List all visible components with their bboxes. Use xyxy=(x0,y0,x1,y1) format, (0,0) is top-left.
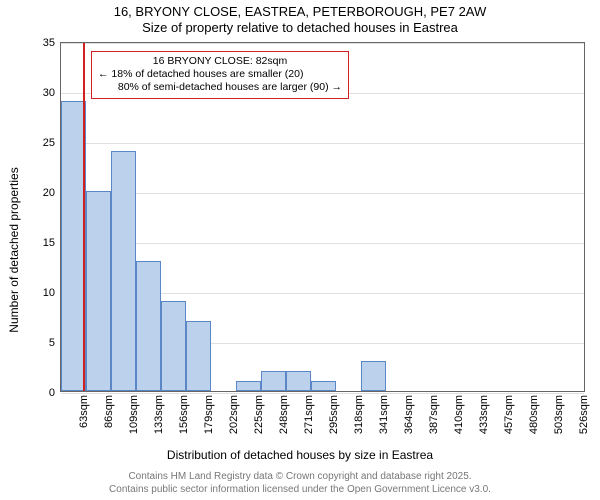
x-axis-label: Distribution of detached houses by size … xyxy=(0,448,600,462)
histogram-bar xyxy=(286,371,311,391)
y-tick-label: 25 xyxy=(43,137,55,149)
x-tick-label: 271sqm xyxy=(303,395,315,434)
x-tick-label: 202sqm xyxy=(228,395,240,434)
x-tick-label: 341sqm xyxy=(378,395,390,434)
y-tick-label: 20 xyxy=(43,187,55,199)
gridline xyxy=(61,243,584,244)
footer-line-1: Contains HM Land Registry data © Crown c… xyxy=(0,471,600,484)
histogram-bar xyxy=(236,381,261,391)
chart-title-main: 16, BRYONY CLOSE, EASTREA, PETERBOROUGH,… xyxy=(0,4,600,19)
y-tick-label: 5 xyxy=(49,337,55,349)
histogram-bar xyxy=(161,301,186,391)
y-tick-label: 15 xyxy=(43,237,55,249)
histogram-bar xyxy=(136,261,161,391)
histogram-bar xyxy=(111,151,136,391)
x-tick-label: 133sqm xyxy=(153,395,165,434)
x-tick-label: 480sqm xyxy=(528,395,540,434)
annotation-line-2: ← 18% of detached houses are smaller (20… xyxy=(98,68,342,81)
chart-container: 16, BRYONY CLOSE, EASTREA, PETERBOROUGH,… xyxy=(0,0,600,500)
histogram-bar xyxy=(186,321,211,391)
annotation-line-3: 80% of semi-detached houses are larger (… xyxy=(98,81,342,94)
y-tick-label: 35 xyxy=(43,37,55,49)
x-tick-label: 433sqm xyxy=(478,395,490,434)
x-tick-label: 318sqm xyxy=(353,395,365,434)
x-tick-label: 410sqm xyxy=(453,395,465,434)
histogram-bar xyxy=(86,191,111,391)
y-axis-label: Number of detached properties xyxy=(7,167,21,332)
x-tick-label: 295sqm xyxy=(328,395,340,434)
x-tick-label: 179sqm xyxy=(203,395,215,434)
y-tick-label: 10 xyxy=(43,287,55,299)
marker-line xyxy=(83,43,85,391)
x-tick-label: 364sqm xyxy=(403,395,415,434)
y-tick-label: 30 xyxy=(43,87,55,99)
x-tick-label: 387sqm xyxy=(428,395,440,434)
chart-title-sub: Size of property relative to detached ho… xyxy=(0,20,600,35)
histogram-bar xyxy=(311,381,336,391)
x-tick-label: 248sqm xyxy=(278,395,290,434)
x-tick-label: 86sqm xyxy=(103,395,115,428)
x-tick-label: 225sqm xyxy=(253,395,265,434)
x-tick-label: 63sqm xyxy=(78,395,90,428)
x-tick-label: 109sqm xyxy=(128,395,140,434)
gridline xyxy=(61,43,584,44)
annotation-line-1: 16 BRYONY CLOSE: 82sqm xyxy=(98,55,342,68)
gridline xyxy=(61,143,584,144)
x-tick-label: 156sqm xyxy=(178,395,190,434)
annotation-box: 16 BRYONY CLOSE: 82sqm← 18% of detached … xyxy=(91,51,349,99)
x-tick-label: 503sqm xyxy=(553,395,565,434)
plot-area: 0510152025303563sqm86sqm109sqm133sqm156s… xyxy=(60,42,585,392)
gridline xyxy=(61,193,584,194)
histogram-bar xyxy=(361,361,386,391)
x-tick-label: 457sqm xyxy=(503,395,515,434)
histogram-bar xyxy=(261,371,286,391)
footer-line-2: Contains public sector information licen… xyxy=(0,484,600,497)
x-tick-label: 526sqm xyxy=(578,395,590,434)
chart-footer: Contains HM Land Registry data © Crown c… xyxy=(0,471,600,496)
gridline xyxy=(61,393,584,394)
y-tick-label: 0 xyxy=(49,387,55,399)
